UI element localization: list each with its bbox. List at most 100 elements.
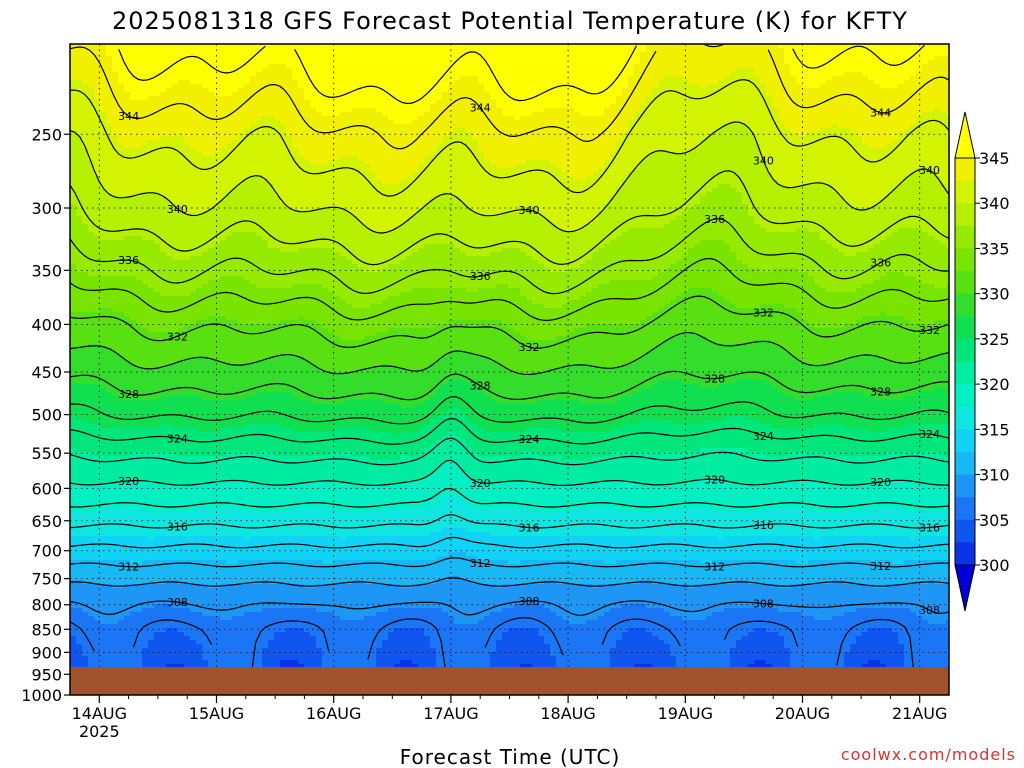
- contour-band-cell: [862, 664, 887, 669]
- contour-band-cell: [538, 632, 623, 637]
- contour-band-cell: [862, 632, 899, 637]
- contour-band-cell: [904, 660, 949, 665]
- contour-band-cell: [754, 140, 863, 145]
- contour-band-cell: [886, 272, 905, 277]
- contour-band-cell: [178, 328, 329, 333]
- contour-band-cell: [172, 452, 227, 457]
- contour-band-cell: [508, 284, 599, 289]
- contour-band-cell: [70, 64, 113, 69]
- contour-band-cell: [454, 80, 479, 85]
- contour-band-cell: [88, 656, 143, 661]
- contour-band-cell: [700, 144, 761, 149]
- contour-band-cell: [442, 464, 461, 469]
- contour-band-cell: [184, 324, 323, 329]
- contour-band-cell: [376, 660, 401, 665]
- contour-band-cell: [70, 492, 949, 497]
- contour-band-cell: [748, 208, 949, 213]
- contour-label: 336: [704, 213, 725, 226]
- contour-band-cell: [100, 308, 113, 313]
- contour-band-cell: [604, 208, 689, 213]
- contour-band-cell: [70, 68, 113, 73]
- contour-band-cell: [520, 452, 539, 457]
- contour-band-cell: [70, 376, 949, 381]
- contour-band-cell: [124, 312, 653, 317]
- contour-band-cell: [292, 76, 461, 81]
- plot-area: [70, 44, 949, 695]
- contour-band-cell: [106, 48, 647, 53]
- contour-band-cell: [262, 68, 293, 73]
- contour-band-cell: [376, 656, 437, 661]
- contour-band-cell: [502, 364, 569, 369]
- colorbar-segment: [955, 338, 975, 362]
- contour-band-cell: [940, 240, 949, 245]
- contour-band-cell: [646, 352, 791, 357]
- contour-band-cell: [622, 132, 713, 137]
- contour-band-cell: [928, 60, 949, 65]
- contour-label: 312: [470, 557, 491, 570]
- contour-band-cell: [652, 276, 815, 281]
- contour-band-cell: [376, 332, 521, 337]
- contour-band-cell: [754, 68, 791, 73]
- contour-band-cell: [670, 264, 749, 269]
- contour-band-cell: [790, 664, 845, 669]
- contour-band-cell: [520, 292, 587, 297]
- contour-band-cell: [598, 480, 635, 485]
- contour-band-cell: [592, 220, 671, 225]
- contour-band-cell: [220, 428, 293, 433]
- contour-band-cell: [424, 476, 473, 481]
- contour-band-cell: [460, 196, 611, 201]
- contour-band-cell: [838, 248, 869, 253]
- colorbar-tick-label: 305: [979, 511, 1010, 530]
- contour-band-cell: [730, 660, 755, 665]
- contour-band-cell: [712, 340, 755, 345]
- contour-band-cell: [436, 144, 479, 149]
- contour-band-cell: [928, 356, 949, 361]
- contour-band-cell: [478, 388, 641, 393]
- contour-band-cell: [880, 480, 917, 485]
- contour-band-cell: [70, 568, 949, 573]
- contour-band-cell: [652, 88, 767, 93]
- contour-band-cell: [616, 192, 707, 197]
- contour-band-cell: [220, 360, 257, 365]
- contour-band-cell: [394, 120, 413, 125]
- contour-band-cell: [412, 660, 437, 665]
- contour-band-cell: [784, 184, 803, 189]
- contour-band-cell: [430, 104, 497, 109]
- contour-band-cell: [880, 312, 887, 317]
- contour-band-cell: [640, 104, 773, 109]
- contour-band-cell: [934, 284, 947, 289]
- contour-band-cell: [70, 444, 431, 449]
- contour-band-cell: [664, 608, 725, 613]
- colorbar-segment: [955, 248, 975, 272]
- colorbar: 300 305 310 315 320 325 330 335 340 345: [954, 111, 1010, 612]
- contour-band-cell: [436, 100, 497, 105]
- contour-band-cell: [694, 148, 761, 153]
- contour-band-cell: [934, 172, 949, 177]
- contour-band-cell: [868, 660, 881, 665]
- contour-band-cell: [436, 664, 491, 669]
- contour-band-cell: [394, 228, 563, 233]
- contour-band-cell: [496, 100, 617, 105]
- contour-band-cell: [424, 448, 473, 453]
- contour-band-cell: [436, 388, 479, 393]
- contour-band-cell: [148, 328, 179, 333]
- contour-band-cell: [70, 436, 443, 441]
- contour-band-cell: [856, 288, 949, 293]
- contour-band-cell: [730, 656, 791, 661]
- contour-band-cell: [334, 332, 377, 337]
- contour-label: 320: [704, 473, 725, 486]
- contour-band-cell: [322, 324, 437, 329]
- contour-label: 344: [870, 107, 891, 120]
- contour-band-cell: [940, 108, 949, 113]
- contour-band-cell: [760, 420, 949, 425]
- contour-band-cell: [904, 652, 949, 657]
- contour-band-cell: [208, 664, 263, 669]
- contour-band-cell: [508, 368, 551, 373]
- contour-band-cell: [628, 228, 767, 233]
- contour-band-cell: [106, 388, 437, 393]
- contour-band-cell: [346, 400, 383, 405]
- contour-band-cell: [694, 584, 779, 589]
- contour-band-cell: [904, 180, 941, 185]
- contour-band-cell: [352, 212, 419, 217]
- contour-band-cell: [268, 580, 353, 585]
